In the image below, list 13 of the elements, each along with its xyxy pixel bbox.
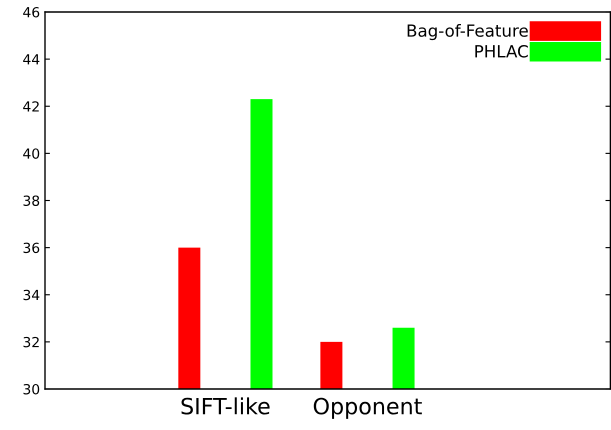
y-tick-label: 30 [24, 384, 40, 394]
y-tick-label: 40 [23, 148, 40, 159]
legend-label: PHLAC [475, 44, 528, 58]
y-tick-label: 46 [23, 6, 40, 18]
y-tick-label: 34 [24, 290, 40, 300]
y-tick-label: 42 [23, 101, 39, 112]
x-tick-label: SIFT-like [182, 397, 270, 415]
y-tick-label: 44 [23, 54, 40, 64]
legend-label: Bag-of-Feature [408, 24, 528, 40]
x-tick-label: Opponent [314, 398, 422, 419]
y-tick-label: 38 [24, 195, 40, 206]
y-tick-label: 36 [24, 242, 40, 254]
y-tick-label: 32 [24, 336, 39, 348]
